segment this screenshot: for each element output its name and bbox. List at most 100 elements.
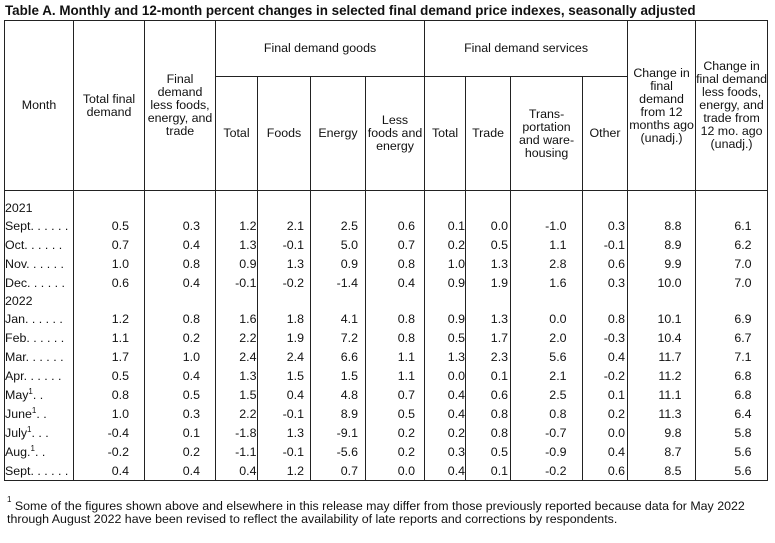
value-cell: 0.8 — [144, 309, 216, 328]
value-cell: 0.8 — [582, 309, 629, 328]
value-cell: -5.6 — [310, 442, 366, 461]
value-cell: 4.1 — [310, 309, 366, 328]
header-total-final-demand: Total final demand — [73, 20, 145, 191]
table-row: Feb. . . . . . 1.1 0.2 2.2 1.9 7.2 0.8 0.5 1.7 2.… — [4, 328, 769, 347]
value-cell: 0.5 — [465, 235, 512, 254]
value-cell: 10.0 — [627, 273, 697, 292]
year-label-2022: 2022 — [4, 292, 74, 309]
value-cell: 1.2 — [257, 461, 311, 481]
value-cell: 0.7 — [310, 461, 366, 481]
value-cell: -0.1 — [257, 235, 311, 254]
value-cell: 0.8 — [465, 404, 512, 423]
value-cell: 1.2 — [73, 309, 145, 328]
value-cell: -1.0 — [510, 216, 584, 235]
value-cell: 1.9 — [257, 328, 311, 347]
value-cell: -1.1 — [215, 442, 258, 461]
value-cell: 1.7 — [465, 328, 512, 347]
header-goods-total: Total — [215, 76, 258, 191]
value-cell: 7.0 — [695, 273, 769, 292]
value-cell: 1.0 — [73, 254, 145, 273]
value-cell: 0.5 — [73, 366, 145, 385]
month-cell: Sept. . . . . . — [4, 216, 74, 235]
header-change-12-months-less: Change in final demand less foods, energ… — [695, 20, 769, 191]
value-cell: 0.9 — [310, 254, 366, 273]
month-cell: Oct. . . . . . — [4, 235, 74, 254]
table-row: Aug.1. . -0.2 0.2 -1.1 -0.1 -5.6 0.2 0.3 0.5 -0.9… — [4, 442, 769, 461]
value-cell: 1.8 — [257, 309, 311, 328]
value-cell: 6.4 — [695, 404, 769, 423]
value-cell: 0.5 — [144, 385, 216, 404]
value-cell: 0.0 — [424, 366, 467, 385]
value-cell: -0.2 — [582, 366, 629, 385]
footnote: 1 Some of the figures shown above and el… — [7, 496, 767, 526]
value-cell: 0.8 — [73, 385, 145, 404]
header-services-transportation: Trans-portation and ware-housing — [510, 76, 584, 191]
value-cell: 2.2 — [215, 404, 258, 423]
value-cell: 0.3 — [144, 404, 216, 423]
header-month: Month — [4, 20, 74, 191]
month-cell: Sept. . . . . . — [4, 461, 74, 481]
value-cell: 0.2 — [424, 235, 467, 254]
table-row: June1. . 1.0 0.3 2.2 -0.1 8.9 0.5 0.4 0.8 0.8 0.2 1… — [4, 404, 769, 423]
value-cell: 0.8 — [364, 328, 426, 347]
header-services-group: Final demand services — [424, 20, 629, 77]
value-cell: 1.2 — [215, 216, 258, 235]
header-goods-energy: Energy — [310, 76, 366, 191]
value-cell: 2.4 — [215, 347, 258, 366]
value-cell: 1.3 — [257, 254, 311, 273]
value-cell: -0.1 — [215, 273, 258, 292]
value-cell: 0.8 — [144, 254, 216, 273]
header-goods-group: Final demand goods — [214, 20, 426, 77]
value-cell: 1.1 — [364, 347, 426, 366]
month-cell: Mar. . . . . . — [4, 347, 74, 366]
value-cell: 1.3 — [424, 347, 467, 366]
value-cell: 0.4 — [73, 461, 145, 481]
value-cell: 0.0 — [465, 216, 512, 235]
value-cell: 0.4 — [424, 461, 467, 481]
value-cell: -0.3 — [582, 328, 629, 347]
month-cell: Aug.1. . — [4, 442, 74, 461]
table-row: May1. . 0.8 0.5 1.5 0.4 4.8 0.7 0.4 0.6 2.5 0.1 11.… — [4, 385, 769, 404]
value-cell: 0.9 — [215, 254, 258, 273]
table-row: Jan. . . . . . 1.2 0.8 1.6 1.8 4.1 0.8 0.9 1.3 0.… — [4, 309, 769, 328]
value-cell: 0.2 — [144, 328, 216, 347]
price-index-table: Month Total final demand Final demand le… — [4, 20, 769, 481]
value-cell: 2.2 — [215, 328, 258, 347]
value-cell: 1.0 — [144, 347, 216, 366]
value-cell: 1.5 — [257, 366, 311, 385]
month-cell: Nov. . . . . . — [4, 254, 74, 273]
value-cell: 0.4 — [424, 404, 467, 423]
value-cell: 5.6 — [510, 347, 584, 366]
month-cell: May1. . — [4, 385, 74, 404]
value-cell: 2.1 — [257, 216, 311, 235]
table-title: Table A. Monthly and 12-month percent ch… — [5, 3, 696, 18]
value-cell: 1.3 — [215, 235, 258, 254]
value-cell: 0.1 — [424, 216, 467, 235]
value-cell: 0.1 — [582, 385, 629, 404]
header-change-12-months: Change in final demand from 12 months ag… — [627, 20, 697, 191]
value-cell: -1.8 — [215, 423, 258, 442]
value-cell: 5.0 — [310, 235, 366, 254]
value-cell: 0.0 — [510, 309, 584, 328]
value-cell: 7.2 — [310, 328, 366, 347]
value-cell: 0.0 — [582, 423, 629, 442]
value-cell: 1.0 — [73, 404, 145, 423]
value-cell: 0.4 — [144, 273, 216, 292]
value-cell: 0.2 — [364, 442, 426, 461]
value-cell: 1.1 — [364, 366, 426, 385]
value-cell: 8.9 — [310, 404, 366, 423]
value-cell: 0.4 — [144, 366, 216, 385]
value-cell: 0.2 — [364, 423, 426, 442]
value-cell: 5.6 — [695, 442, 769, 461]
month-cell: Dec. . . . . . — [4, 273, 74, 292]
value-cell: 9.8 — [627, 423, 697, 442]
value-cell: 1.1 — [510, 235, 584, 254]
value-cell: 6.8 — [695, 385, 769, 404]
value-cell: 0.8 — [364, 254, 426, 273]
table-row: Mar. . . . . . 1.7 1.0 2.4 2.4 6.6 1.1 1.3 2.3 5.… — [4, 347, 769, 366]
table-row: Sept. . . . . . 0.4 0.4 0.4 1.2 0.7 0.0 0.4 0.1-… — [4, 461, 769, 481]
value-cell: 0.4 — [257, 385, 311, 404]
value-cell: 2.0 — [510, 328, 584, 347]
value-cell: 0.4 — [582, 347, 629, 366]
value-cell: 0.8 — [510, 404, 584, 423]
